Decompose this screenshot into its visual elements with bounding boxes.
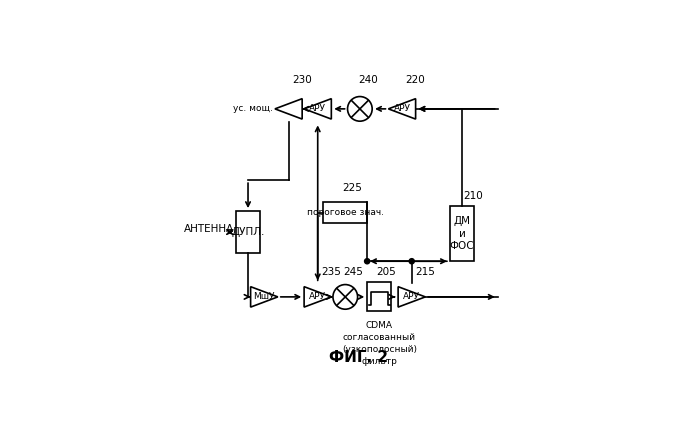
- Circle shape: [409, 258, 415, 264]
- Bar: [367, 282, 391, 312]
- Text: CDMA
согласованный
(узкополосный)
фильтр: CDMA согласованный (узкополосный) фильтр: [342, 321, 417, 365]
- Text: 230: 230: [291, 75, 312, 85]
- Text: ДУПЛ.: ДУПЛ.: [231, 227, 265, 237]
- Text: АРУ: АРУ: [403, 293, 420, 301]
- Text: АРУ: АРУ: [394, 104, 410, 113]
- Bar: [236, 211, 260, 253]
- Circle shape: [365, 258, 370, 264]
- Text: 235: 235: [321, 267, 341, 277]
- Text: ДМ
и
ФОС: ДМ и ФОС: [449, 216, 475, 251]
- Text: 215: 215: [415, 267, 435, 277]
- Text: МшУ: МшУ: [254, 293, 275, 301]
- Text: 245: 245: [344, 267, 363, 277]
- Text: АРУ: АРУ: [309, 293, 326, 301]
- Text: ус. мощ.: ус. мощ.: [233, 104, 273, 113]
- Text: 240: 240: [358, 75, 378, 85]
- Text: 205: 205: [376, 267, 396, 277]
- Text: 220: 220: [405, 75, 425, 85]
- Text: АРУ: АРУ: [309, 104, 326, 113]
- Text: 225: 225: [342, 183, 362, 193]
- Bar: [324, 202, 367, 223]
- Text: ФИГ. 2: ФИГ. 2: [329, 350, 388, 365]
- Bar: [450, 206, 474, 261]
- Text: 210: 210: [463, 191, 483, 201]
- Text: пороговое знач.: пороговое знач.: [307, 208, 384, 217]
- Text: АНТЕННА: АНТЕННА: [184, 224, 234, 234]
